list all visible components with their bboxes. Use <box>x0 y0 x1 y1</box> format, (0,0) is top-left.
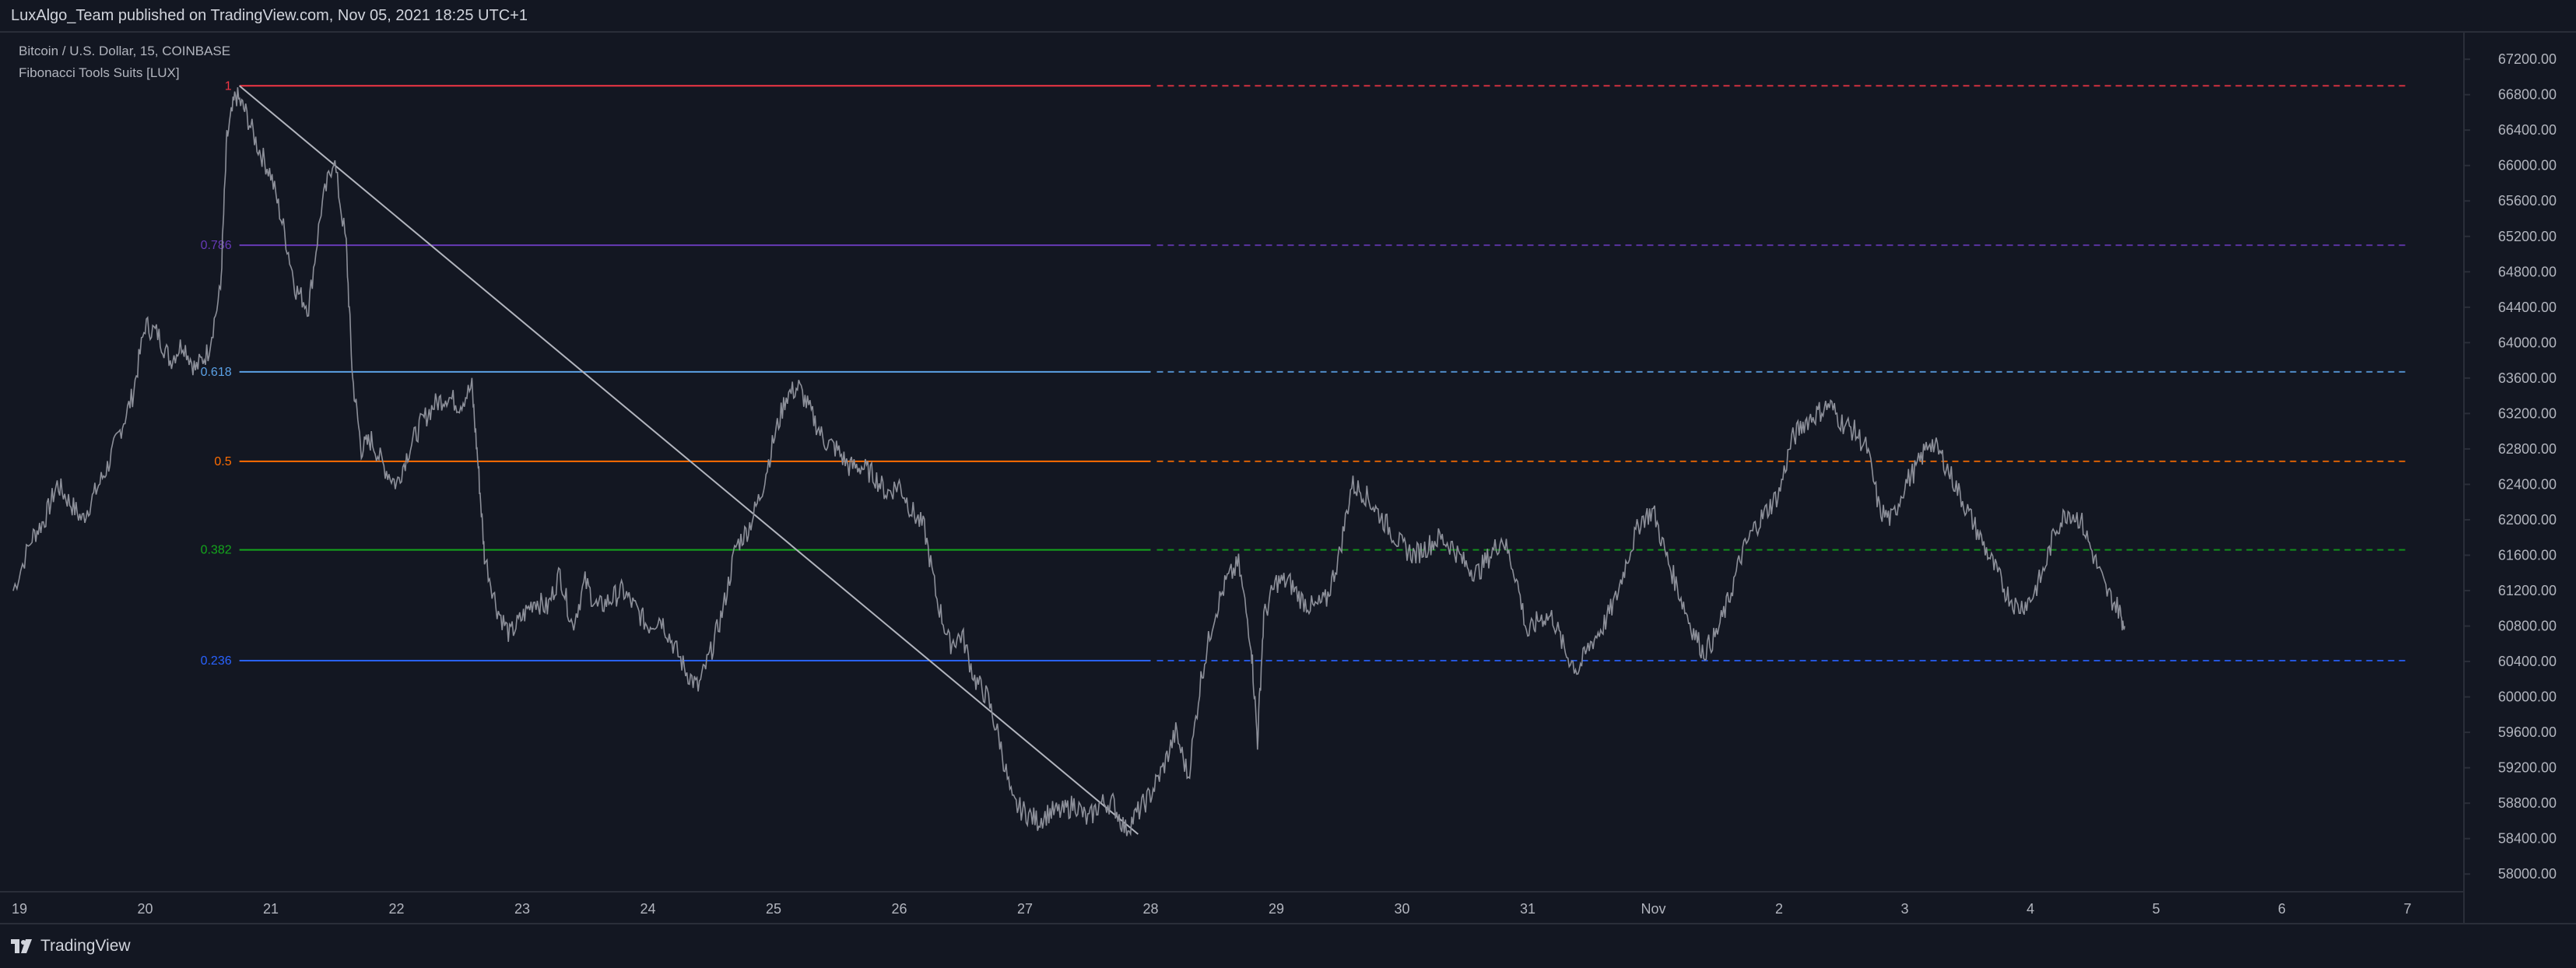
symbol-title[interactable]: Bitcoin / U.S. Dollar, 15, COINBASE <box>19 44 231 58</box>
fib-level-label: 0.618 <box>201 366 232 379</box>
time-tick-label: 28 <box>1142 901 1158 917</box>
time-tick-label: 23 <box>514 901 530 917</box>
time-tick-label: 22 <box>388 901 404 917</box>
time-tick-label: 20 <box>137 901 153 917</box>
price-tick-label: 62400.00 <box>2498 476 2557 492</box>
tradingview-logo[interactable]: TradingView <box>11 937 131 956</box>
price-tick-label: 67200.00 <box>2498 51 2557 67</box>
price-tick-label: 58800.00 <box>2498 795 2557 811</box>
price-tick-label: 60400.00 <box>2498 654 2557 669</box>
fib-level-label: 0.5 <box>214 455 231 468</box>
price-tick-label: 63200.00 <box>2498 405 2557 421</box>
time-axis[interactable]: 19 20 21 22 23 24 25 26 27 28 29 30 31 Nov 2 3 4 5 6 7 <box>12 901 2412 917</box>
chart-background <box>0 33 2576 923</box>
price-tick-label: 59600.00 <box>2498 724 2557 740</box>
price-chart[interactable]: 1 0.786 0.618 0.5 0.382 0.236 67200.00 66800.0… <box>0 33 2576 923</box>
chart-legend: Bitcoin / U.S. Dollar, 15, COINBASE Fibo… <box>19 40 230 84</box>
price-tick-label: 62800.00 <box>2498 441 2557 457</box>
price-tick-label: 59200.00 <box>2498 760 2557 776</box>
price-axis[interactable]: 67200.00 66800.00 66400.00 66000.00 65600.00… <box>2464 51 2557 882</box>
time-tick-label: 25 <box>766 901 781 917</box>
time-tick-label: 26 <box>891 901 907 917</box>
fibonacci-trend-line <box>238 85 1139 835</box>
time-tick-label: 21 <box>263 901 279 917</box>
price-tick-label: 66400.00 <box>2498 122 2557 138</box>
time-tick-label: 29 <box>1269 901 1284 917</box>
time-tick-label: 27 <box>1017 901 1033 917</box>
fibonacci-levels: 1 0.786 0.618 0.5 0.382 0.236 <box>201 79 2408 668</box>
time-tick-label: 6 <box>2278 901 2286 917</box>
time-tick-label: 3 <box>1900 901 1908 917</box>
indicator-title[interactable]: Fibonacci Tools Suits [LUX] <box>19 65 180 80</box>
price-tick-label: 61200.00 <box>2498 583 2557 598</box>
time-tick-label: 19 <box>12 901 27 917</box>
fib-level-label: 0.786 <box>201 239 232 252</box>
price-tick-label: 66000.00 <box>2498 158 2557 174</box>
price-tick-label: 64000.00 <box>2498 335 2557 350</box>
fib-level-label: 0.236 <box>201 654 232 668</box>
price-tick-label: 62000.00 <box>2498 512 2557 528</box>
time-tick-label: 2 <box>1775 901 1783 917</box>
price-tick-label: 63600.00 <box>2498 370 2557 386</box>
price-tick-label: 58000.00 <box>2498 866 2557 882</box>
time-tick-label: Nov <box>1641 901 1665 917</box>
price-tick-label: 65600.00 <box>2498 193 2557 209</box>
time-tick-label: 7 <box>2403 901 2411 917</box>
publish-info-text: LuxAlgo_Team published on TradingView.co… <box>11 7 528 24</box>
price-tick-label: 64800.00 <box>2498 264 2557 279</box>
time-tick-label: 31 <box>1520 901 1535 917</box>
time-tick-label: 4 <box>2027 901 2034 917</box>
fib-level-label: 0.382 <box>201 544 232 557</box>
time-tick-label: 30 <box>1394 901 1409 917</box>
time-tick-label: 5 <box>2152 901 2160 917</box>
publish-header: LuxAlgo_Team published on TradingView.co… <box>0 0 2576 33</box>
time-tick-label: 24 <box>640 901 655 917</box>
tradingview-logo-icon <box>11 939 32 953</box>
tradingview-brand: TradingView <box>40 937 131 955</box>
price-line <box>12 87 2125 836</box>
price-series <box>12 87 2125 836</box>
price-tick-label: 58400.00 <box>2498 831 2557 847</box>
trend-line <box>238 85 1139 835</box>
price-tick-label: 66800.00 <box>2498 87 2557 103</box>
price-tick-label: 61600.00 <box>2498 548 2557 563</box>
footer-bar: TradingView <box>0 923 2576 968</box>
price-tick-label: 60000.00 <box>2498 689 2557 705</box>
price-tick-label: 60800.00 <box>2498 619 2557 634</box>
price-tick-label: 65200.00 <box>2498 229 2557 244</box>
price-tick-label: 64400.00 <box>2498 300 2557 315</box>
fib-level-label: 1 <box>225 79 232 93</box>
